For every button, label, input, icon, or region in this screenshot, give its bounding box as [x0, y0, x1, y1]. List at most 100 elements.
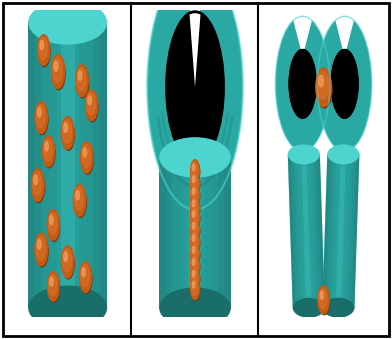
Circle shape [87, 93, 98, 122]
Circle shape [191, 277, 200, 300]
Circle shape [48, 212, 60, 241]
Polygon shape [326, 154, 334, 308]
Polygon shape [291, 154, 299, 308]
Circle shape [289, 49, 317, 119]
Circle shape [49, 274, 57, 295]
Polygon shape [329, 154, 337, 308]
Circle shape [47, 210, 59, 240]
Circle shape [192, 164, 195, 171]
Ellipse shape [316, 70, 331, 98]
Circle shape [192, 235, 195, 241]
Circle shape [191, 220, 198, 237]
Circle shape [319, 288, 327, 308]
Circle shape [44, 139, 55, 168]
Circle shape [82, 267, 85, 277]
Circle shape [48, 212, 57, 235]
Circle shape [62, 120, 72, 143]
Circle shape [39, 38, 47, 60]
Polygon shape [322, 154, 330, 308]
Circle shape [77, 68, 86, 91]
Ellipse shape [327, 144, 359, 164]
Circle shape [191, 174, 200, 195]
Polygon shape [341, 154, 350, 308]
Circle shape [191, 232, 200, 254]
Circle shape [31, 169, 44, 201]
Text: (b): (b) [184, 301, 206, 315]
Circle shape [317, 71, 332, 108]
Circle shape [318, 16, 372, 151]
FancyBboxPatch shape [72, 22, 79, 308]
Polygon shape [317, 154, 325, 308]
Polygon shape [293, 16, 312, 49]
Circle shape [82, 145, 91, 167]
Circle shape [44, 139, 52, 161]
FancyBboxPatch shape [159, 157, 165, 308]
Circle shape [191, 218, 200, 241]
Polygon shape [307, 154, 315, 308]
Circle shape [192, 259, 195, 265]
Circle shape [73, 184, 86, 216]
Circle shape [81, 264, 89, 286]
Circle shape [192, 222, 195, 230]
FancyBboxPatch shape [199, 157, 205, 308]
FancyBboxPatch shape [56, 22, 64, 308]
FancyBboxPatch shape [42, 22, 49, 308]
Circle shape [42, 136, 54, 167]
FancyBboxPatch shape [205, 157, 212, 308]
Circle shape [330, 49, 359, 119]
Polygon shape [310, 154, 318, 308]
Circle shape [191, 244, 200, 266]
Circle shape [191, 206, 200, 229]
Circle shape [37, 239, 41, 249]
Ellipse shape [28, 285, 107, 330]
Polygon shape [294, 154, 302, 308]
FancyBboxPatch shape [301, 47, 346, 121]
Circle shape [318, 286, 329, 314]
Circle shape [78, 71, 82, 80]
FancyBboxPatch shape [191, 157, 198, 308]
Circle shape [49, 274, 60, 302]
Polygon shape [332, 154, 340, 308]
Circle shape [62, 119, 74, 150]
FancyBboxPatch shape [100, 22, 107, 308]
Circle shape [191, 208, 200, 230]
Circle shape [87, 93, 95, 115]
Circle shape [77, 67, 89, 98]
Circle shape [165, 10, 225, 164]
Circle shape [191, 232, 198, 248]
Circle shape [88, 96, 91, 105]
Circle shape [53, 58, 62, 82]
Polygon shape [288, 154, 325, 308]
Circle shape [74, 187, 83, 210]
Polygon shape [322, 154, 359, 308]
Circle shape [191, 254, 200, 277]
FancyBboxPatch shape [28, 22, 107, 308]
FancyBboxPatch shape [93, 22, 100, 308]
FancyBboxPatch shape [185, 157, 191, 308]
Circle shape [40, 41, 44, 50]
Circle shape [39, 37, 50, 66]
Circle shape [76, 191, 80, 200]
Circle shape [34, 175, 38, 185]
Circle shape [49, 215, 53, 225]
Circle shape [62, 246, 74, 278]
FancyBboxPatch shape [28, 22, 35, 308]
Circle shape [191, 172, 200, 194]
Circle shape [191, 160, 200, 182]
Circle shape [192, 188, 195, 195]
Circle shape [191, 242, 200, 265]
Circle shape [83, 148, 87, 157]
Polygon shape [180, 0, 210, 11]
Circle shape [47, 272, 59, 301]
Circle shape [64, 123, 67, 133]
Circle shape [38, 35, 50, 65]
Circle shape [36, 236, 48, 267]
Circle shape [64, 252, 67, 261]
Circle shape [82, 144, 93, 174]
Circle shape [316, 68, 331, 106]
FancyBboxPatch shape [192, 157, 199, 308]
Ellipse shape [322, 298, 354, 318]
Circle shape [147, 0, 243, 210]
Polygon shape [351, 154, 359, 308]
FancyBboxPatch shape [64, 22, 71, 308]
